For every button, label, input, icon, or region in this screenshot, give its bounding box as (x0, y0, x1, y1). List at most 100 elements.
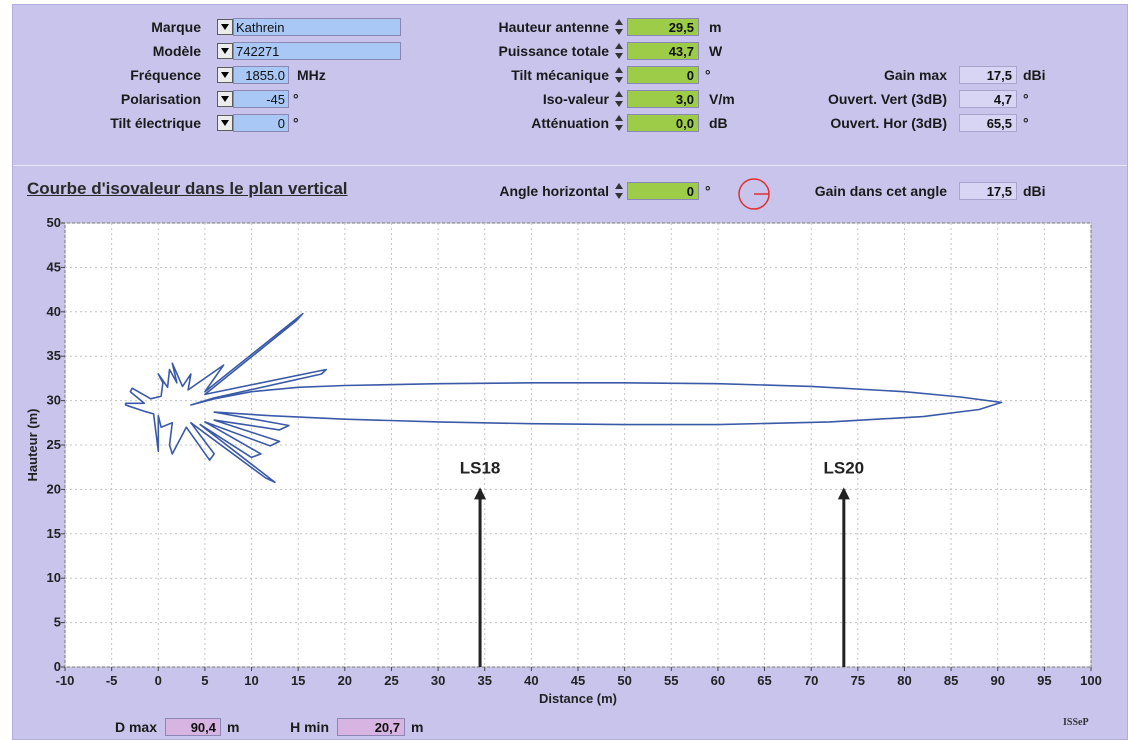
x-tick-label: 70 (804, 673, 818, 688)
y-tick-label: 5 (54, 615, 61, 630)
tilt-mecanique-spinner-icon[interactable] (615, 66, 623, 84)
y-tick-label: 50 (47, 215, 61, 230)
frequence-label: Fréquence (130, 67, 201, 83)
tilt-mecanique-label: Tilt mécanique (511, 67, 609, 83)
marque-dropdown-icon[interactable] (217, 19, 233, 35)
x-tick-label: 90 (990, 673, 1004, 688)
annotation-arrowhead (474, 487, 487, 500)
hauteur-antenne-label: Hauteur antenne (498, 19, 609, 35)
angle-horizontal-spinner-icon[interactable] (615, 182, 623, 200)
tilt-mecanique-field[interactable]: 0 (627, 66, 699, 84)
y-tick-label: 35 (47, 348, 61, 363)
hmin-value: 20,7 (337, 718, 405, 736)
dmax-label: D max (114, 719, 157, 735)
marque-label: Marque (151, 19, 201, 35)
isovalue-chart: -10 -5 0 5 10 15 20 25 30 35 40 45 50 55 60 65 70 75 80 85 9… (25, 215, 1102, 706)
y-axis-label: Hauteur (m) (25, 409, 40, 482)
frequence-field[interactable]: 1855.0 (233, 66, 289, 84)
x-tick-label: 95 (1037, 673, 1051, 688)
direction-compass-icon (738, 178, 770, 210)
puissance-totale-unit: W (709, 43, 723, 59)
attenuation-field[interactable]: 0,0 (627, 114, 699, 132)
polarisation-unit: ° (293, 91, 299, 107)
x-tick-label: 100 (1080, 673, 1102, 688)
frequence-dropdown-icon[interactable] (217, 67, 233, 83)
x-tick-label: 45 (571, 673, 585, 688)
ouvert-hor-value: 65,5 (959, 114, 1017, 132)
x-tick-label: 5 (201, 673, 208, 688)
y-tick-label: 30 (47, 393, 61, 408)
x-tick-label: 25 (384, 673, 398, 688)
x-tick-label: 30 (431, 673, 445, 688)
section-title: Courbe d'isovaleur dans le plan vertical (27, 179, 348, 198)
puissance-totale-field[interactable]: 43,7 (627, 42, 699, 60)
y-tick-label: 0 (54, 659, 61, 674)
x-tick-label: -10 (56, 673, 75, 688)
angle-horizontal-field[interactable]: 0 (627, 182, 699, 200)
issep-watermark: ISSeP (1063, 717, 1089, 728)
x-tick-label: 10 (244, 673, 258, 688)
polarisation-field[interactable]: -45 (233, 90, 289, 108)
gain-max-label: Gain max (883, 67, 947, 83)
tilt-electrique-unit: ° (293, 115, 299, 131)
hmin-label: H min (290, 719, 329, 735)
ouvert-hor-unit: ° (1023, 115, 1029, 131)
iso-valeur-label: Iso-valeur (542, 91, 609, 107)
angle-horizontal-label: Angle horizontal (499, 183, 609, 199)
tilt-electrique-dropdown-icon[interactable] (217, 115, 233, 131)
gain-angle-value: 17,5 (959, 182, 1017, 200)
angle-horizontal-unit: ° (705, 183, 711, 199)
gain-max-value: 17,5 (959, 66, 1017, 84)
x-tick-label: 40 (524, 673, 538, 688)
polarisation-label: Polarisation (120, 91, 201, 107)
modele-dropdown-icon[interactable] (217, 43, 233, 59)
x-tick-label: 75 (851, 673, 865, 688)
x-tick-label: 80 (897, 673, 911, 688)
section-divider (13, 165, 1127, 166)
ouvert-vert-value: 4,7 (959, 90, 1017, 108)
isovalue-curve (124, 312, 1003, 484)
antenna-panel: Marque Kathrein Modèle 742271 Fréquence … (12, 4, 1128, 740)
marque-field[interactable]: Kathrein (233, 18, 401, 36)
hauteur-antenne-spinner-icon[interactable] (615, 18, 623, 36)
y-tick-label: 25 (47, 437, 61, 452)
dmax-unit: m (227, 719, 240, 735)
puissance-totale-spinner-icon[interactable] (615, 42, 623, 60)
modele-label: Modèle (152, 43, 201, 59)
gain-max-unit: dBi (1023, 67, 1046, 83)
tilt-electrique-field[interactable]: 0 (233, 114, 289, 132)
ouvert-vert-unit: ° (1023, 91, 1029, 107)
iso-valeur-field[interactable]: 3,0 (627, 90, 699, 108)
ouvert-vert-label: Ouvert. Vert (3dB) (827, 91, 947, 107)
x-tick-label: 15 (291, 673, 305, 688)
annotation-arrowhead (837, 487, 850, 500)
hauteur-antenne-unit: m (709, 19, 722, 35)
puissance-totale-label: Puissance totale (498, 43, 610, 59)
modele-field[interactable]: 742271 (233, 42, 401, 60)
attenuation-spinner-icon[interactable] (615, 114, 623, 132)
tilt-electrique-label: Tilt électrique (110, 115, 201, 131)
annotation-label: LS18 (460, 458, 501, 477)
x-tick-label: 50 (617, 673, 631, 688)
x-tick-label: 60 (711, 673, 725, 688)
iso-valeur-unit: V/m (709, 91, 735, 107)
x-axis-label: Distance (m) (539, 691, 617, 706)
hauteur-antenne-field[interactable]: 29,5 (627, 18, 699, 36)
x-tick-label: 0 (155, 673, 162, 688)
iso-valeur-spinner-icon[interactable] (615, 90, 623, 108)
x-tick-label: -5 (106, 673, 118, 688)
dmax-value: 90,4 (165, 718, 221, 736)
frequence-unit: MHz (297, 67, 326, 83)
tilt-mecanique-unit: ° (705, 67, 711, 83)
attenuation-unit: dB (709, 115, 728, 131)
polarisation-dropdown-icon[interactable] (217, 91, 233, 107)
y-tick-label: 40 (47, 304, 61, 319)
x-tick-label: 65 (757, 673, 771, 688)
y-tick-label: 20 (47, 481, 61, 496)
x-tick-label: 55 (664, 673, 678, 688)
hmin-unit: m (411, 719, 424, 735)
gain-angle-unit: dBi (1023, 183, 1046, 199)
gain-angle-label: Gain dans cet angle (814, 183, 947, 199)
ouvert-hor-label: Ouvert. Hor (3dB) (830, 115, 947, 131)
y-tick-label: 45 (47, 259, 61, 274)
